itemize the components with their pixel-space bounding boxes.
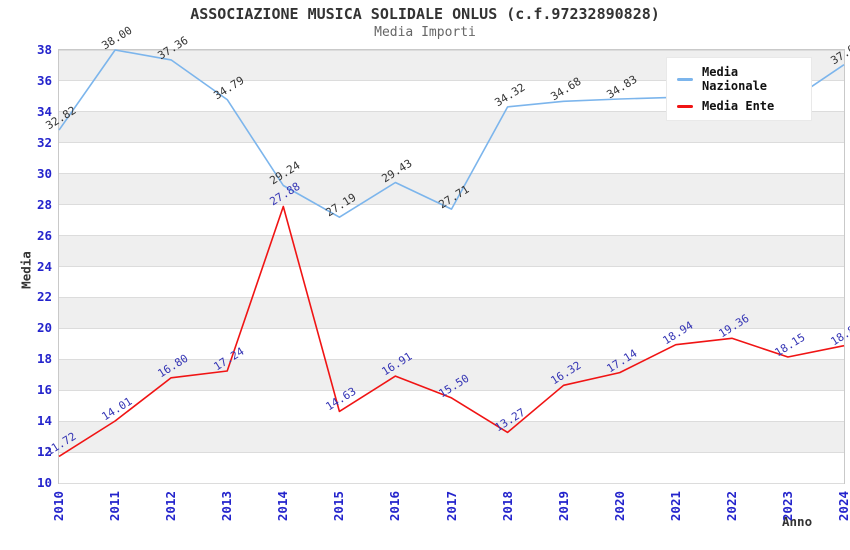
gridline — [59, 389, 844, 391]
x-tick-label: 2020 — [611, 491, 627, 522]
legend-marker-line-icon — [677, 104, 693, 108]
plot-band — [59, 297, 844, 329]
y-tick-label: 26 — [36, 227, 52, 243]
x-tick-label: 2023 — [779, 491, 795, 522]
x-tick-label: 2010 — [51, 491, 66, 522]
gridline — [59, 296, 844, 298]
gridline — [59, 451, 844, 453]
gridline — [59, 80, 844, 82]
x-tick-label: 2014 — [275, 491, 291, 522]
gridline — [59, 173, 844, 175]
plot-band — [59, 235, 844, 267]
series-line-media-ente — [58, 205, 845, 458]
legend-item-media-ente: Media Ente — [677, 99, 801, 113]
legend-item-media-nazionale: Media Nazionale — [677, 65, 801, 93]
x-tick-label: 2016 — [387, 491, 403, 522]
y-tick-label: 28 — [36, 196, 52, 212]
gridline — [59, 142, 844, 144]
gridline — [59, 266, 844, 267]
y-tick-label: 10 — [36, 475, 52, 490]
legend-label: Media Ente — [702, 99, 775, 113]
x-axis-title: Anno — [782, 514, 813, 529]
y-tick-label: 32 — [36, 134, 52, 150]
x-tick-label: 2017 — [443, 491, 459, 522]
y-tick-label: 16 — [36, 382, 52, 398]
y-tick-label: 14 — [36, 413, 52, 429]
y-tick-label: 36 — [36, 72, 52, 88]
gridline — [59, 420, 844, 422]
legend: Media Nazionale Media Ente — [666, 57, 812, 121]
y-axis: 38 36 34 32 30 28 26 24 22 20 18 16 14 12 10 — [0, 42, 52, 490]
plot-band — [59, 173, 844, 205]
x-tick-label: 2019 — [555, 491, 571, 522]
gridline — [59, 111, 844, 113]
x-tick-label: 2012 — [163, 491, 179, 522]
y-tick-label: 30 — [36, 165, 52, 181]
y-tick-label: 12 — [36, 444, 52, 460]
gridline — [59, 327, 844, 329]
chart-title: ASSOCIAZIONE MUSICA SOLIDALE ONLUS (c.f.… — [190, 5, 660, 23]
x-tick-label: 2013 — [219, 491, 235, 522]
gridline — [59, 358, 844, 360]
x-tick-label: 2021 — [667, 491, 683, 522]
gridline — [59, 235, 844, 237]
gridline — [59, 50, 844, 51]
y-tick-label: 18 — [36, 351, 52, 367]
gridline — [59, 482, 844, 484]
legend-marker-line-icon — [677, 77, 693, 81]
y-tick-label: 38 — [36, 42, 52, 57]
y-tick-label: 20 — [36, 320, 52, 336]
x-tick-label: 2011 — [107, 491, 123, 522]
plot-band — [59, 421, 844, 453]
chart-subtitle: Media Importi — [374, 25, 476, 40]
x-tick-label: 2022 — [723, 491, 739, 522]
legend-label: Media Nazionale — [702, 65, 768, 93]
y-tick-label: 34 — [36, 103, 52, 119]
gridline — [59, 204, 844, 206]
x-tick-label: 2015 — [331, 491, 347, 522]
x-tick-label: 2018 — [499, 491, 515, 522]
y-tick-label: 22 — [36, 289, 52, 305]
y-tick-label: 24 — [36, 258, 52, 274]
data-label: 37.05 — [828, 38, 850, 67]
x-tick-label: 2024 — [836, 491, 850, 522]
